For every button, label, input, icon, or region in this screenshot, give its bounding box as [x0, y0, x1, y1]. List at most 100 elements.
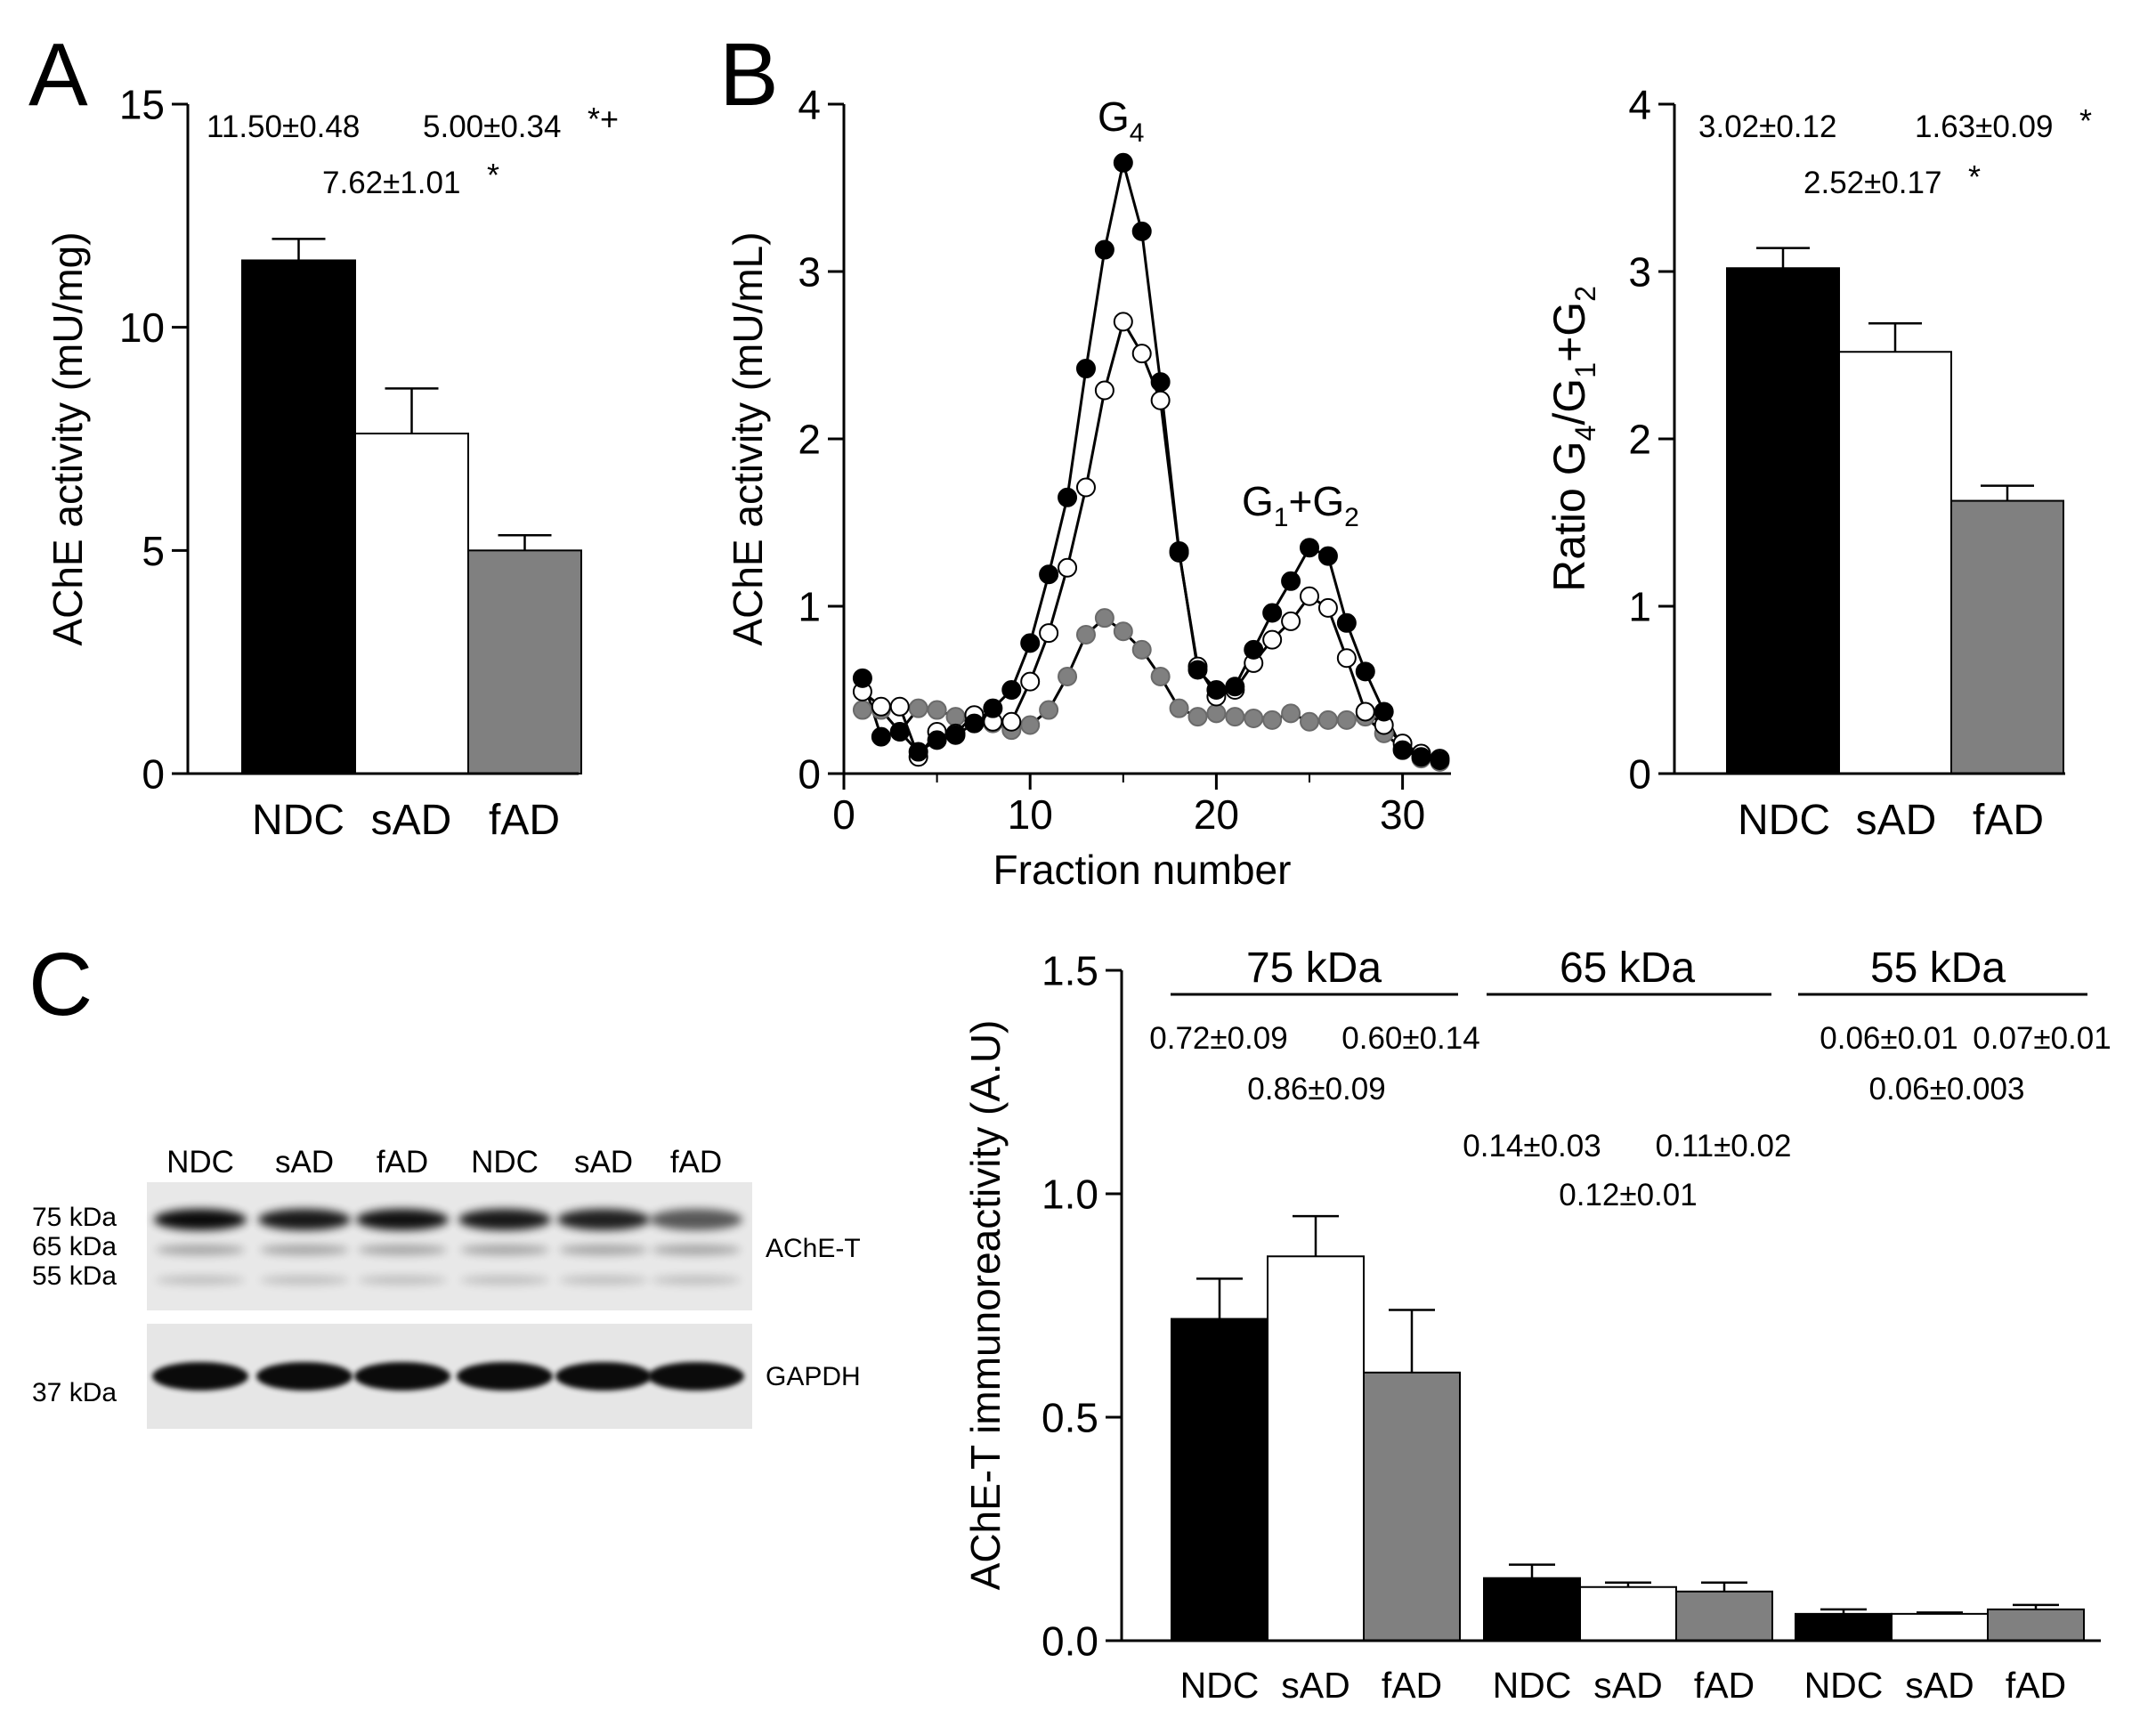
profile-point-ndc	[1225, 677, 1245, 697]
profile-point-ndc	[1001, 680, 1022, 700]
profile-point-ndc	[1187, 660, 1208, 680]
profile-point-ndc	[1317, 546, 1338, 566]
chart-a-bar-ndc	[241, 259, 356, 774]
chart-c-bar-sad	[1891, 1612, 1989, 1642]
chart-c-value-label: 0.11±0.02	[1656, 1129, 1792, 1164]
chart-b-xlabel: Fraction number	[993, 847, 1292, 893]
chart-a-annotation-sad-sig: *	[487, 157, 499, 193]
chart-b-y-tick-label: 3	[798, 249, 821, 296]
chart-a-annotation-sad: 7.62±1.01	[322, 166, 460, 200]
chart-c-value-label: 0.06±0.01	[1820, 1021, 1957, 1056]
chart-r-y-tick-label: 2	[1628, 417, 1651, 463]
chart-a-y-tick-label: 0	[142, 751, 165, 798]
chart-a-y-tick-label: 5	[142, 528, 165, 574]
chart-a-ylabel: AChE activity (mU/mg)	[45, 231, 91, 645]
chart-c-category-label: sAD	[1593, 1665, 1662, 1706]
profile-point-fad	[1113, 621, 1133, 642]
profile-point-sad	[1355, 701, 1375, 722]
panel-label-c: C	[28, 935, 93, 1034]
chart-c-bar-sad	[1267, 1255, 1365, 1642]
chart-c-bar-ndc	[1171, 1318, 1268, 1642]
profile-point-ndc	[1113, 152, 1133, 173]
chart-r-annotation-fad: 1.63±0.09	[1915, 109, 2053, 144]
chart-c-y-tick-label: 0.5	[1042, 1395, 1098, 1441]
profile-point-ndc	[1262, 603, 1283, 623]
chart-b-ylabel: AChE activity (mU/mL)	[725, 231, 771, 645]
profile-point-fad	[1317, 709, 1338, 730]
chart-a-xlabel-ndc: NDC	[252, 797, 344, 844]
peak-label-g1-g2: G1+G2	[1242, 478, 1359, 532]
band-55kda	[559, 1276, 648, 1285]
band-75kda	[650, 1209, 742, 1230]
profile-point-ndc	[1131, 221, 1152, 241]
band-65kda	[460, 1245, 549, 1255]
chart-b-x-tick-label: 30	[1380, 791, 1425, 838]
profile-line-ndc	[861, 162, 1440, 762]
profile-point-fad	[1075, 624, 1096, 645]
chart-r-xlabel-ndc: NDC	[1738, 797, 1830, 844]
chart-r-annotation-ndc: 3.02±0.12	[1698, 109, 1836, 144]
chart-b-y-tick-label: 0	[798, 751, 821, 798]
band-55kda	[460, 1276, 549, 1285]
profile-point-sad	[1317, 597, 1338, 618]
profile-point-sad	[1075, 477, 1096, 498]
chart-a-annotation-fad: 5.00±0.34	[423, 109, 561, 144]
profile-point-ndc	[1206, 680, 1227, 700]
chart-c-value-label: 0.14±0.03	[1463, 1129, 1601, 1164]
blot-marker-65: 65 kDa	[32, 1232, 117, 1261]
band-75kda	[557, 1209, 650, 1230]
profile-point-fad	[1058, 666, 1078, 686]
chart-a-annotation-ndc: 11.50±0.48	[207, 109, 360, 144]
chart-c-category-label: fAD	[1382, 1665, 1442, 1706]
profile-point-ndc	[945, 725, 966, 745]
chart-c-category-label: sAD	[1905, 1665, 1974, 1706]
chart-r-bar-ndc	[1726, 267, 1840, 774]
profile-point-ndc	[1058, 487, 1078, 507]
profile-point-fad	[1094, 608, 1114, 628]
profile-point-fad	[908, 698, 928, 718]
profile-point-ndc	[1075, 359, 1096, 379]
band-55kda	[260, 1276, 349, 1285]
band-55kda	[156, 1276, 245, 1285]
ache-blot-image	[147, 1182, 752, 1310]
band-65kda	[358, 1245, 447, 1255]
chart-r-y-tick-label: 1	[1628, 584, 1651, 630]
chart-b-y-tick-label: 1	[798, 584, 821, 630]
profile-point-fad	[1300, 711, 1320, 732]
band-55kda	[358, 1276, 447, 1285]
profile-point-ndc	[1094, 239, 1114, 260]
blot-marker-55: 55 kDa	[32, 1261, 117, 1291]
chart-r-y-tick-label: 0	[1628, 751, 1651, 798]
profile-point-sad	[871, 696, 891, 717]
band-75kda	[458, 1209, 551, 1230]
profile-point-fad	[852, 700, 872, 720]
chart-c-category-label: NDC	[1804, 1665, 1884, 1706]
profile-point-fad	[1206, 703, 1227, 724]
profile-point-sad	[1058, 557, 1078, 578]
chart-b-y-tick-label: 4	[798, 82, 821, 128]
blot-lane-label: NDC	[166, 1145, 234, 1180]
profile-point-ndc	[927, 730, 947, 750]
chart-a-xlabel-fad: fAD	[489, 797, 560, 844]
band-gapdh	[457, 1362, 553, 1391]
profile-point-ndc	[964, 713, 985, 734]
profile-point-ndc	[1169, 540, 1189, 561]
profile-point-ndc	[908, 742, 928, 762]
chart-c-value-label: 0.12±0.01	[1559, 1178, 1697, 1212]
profile-point-fad	[1262, 709, 1283, 730]
chart-a-xlabel-sad: sAD	[371, 797, 452, 844]
blot-marker-37: 37 kDa	[32, 1378, 117, 1407]
profile-point-sad	[1281, 611, 1301, 631]
profile-point-ndc	[1430, 750, 1450, 770]
chart-r-annotation-sad: 2.52±0.17	[1803, 166, 1941, 200]
profile-point-sad	[1300, 586, 1320, 606]
chart-c-bar-fad	[1363, 1371, 1461, 1642]
blot-lane-label: NDC	[471, 1145, 539, 1180]
band-gapdh	[555, 1362, 652, 1391]
chart-c-bar-fad	[1987, 1608, 2085, 1642]
blot-label-gapdh: GAPDH	[766, 1362, 861, 1391]
profile-point-sad	[1336, 648, 1357, 669]
band-75kda	[258, 1209, 351, 1230]
profile-point-ndc	[1039, 564, 1059, 585]
profile-point-fad	[1244, 708, 1264, 728]
